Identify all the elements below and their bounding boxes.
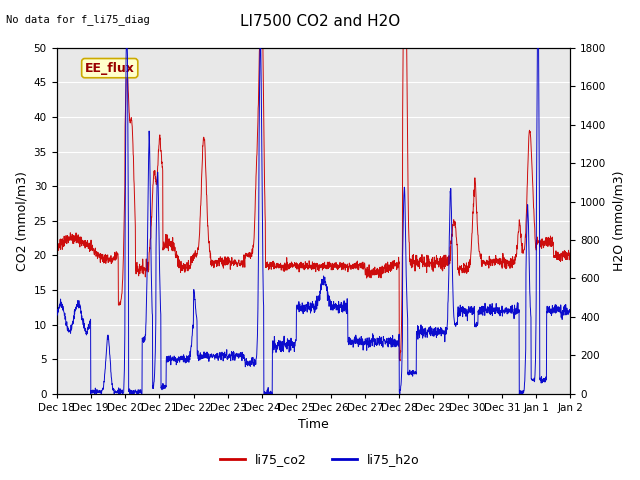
Text: No data for f_li75_diag: No data for f_li75_diag bbox=[6, 14, 150, 25]
Text: LI7500 CO2 and H2O: LI7500 CO2 and H2O bbox=[240, 14, 400, 29]
Y-axis label: CO2 (mmol/m3): CO2 (mmol/m3) bbox=[15, 171, 28, 271]
Y-axis label: H2O (mmol/m3): H2O (mmol/m3) bbox=[612, 170, 625, 271]
Legend: li75_co2, li75_h2o: li75_co2, li75_h2o bbox=[215, 448, 425, 471]
Text: EE_flux: EE_flux bbox=[84, 61, 134, 75]
X-axis label: Time: Time bbox=[298, 419, 329, 432]
